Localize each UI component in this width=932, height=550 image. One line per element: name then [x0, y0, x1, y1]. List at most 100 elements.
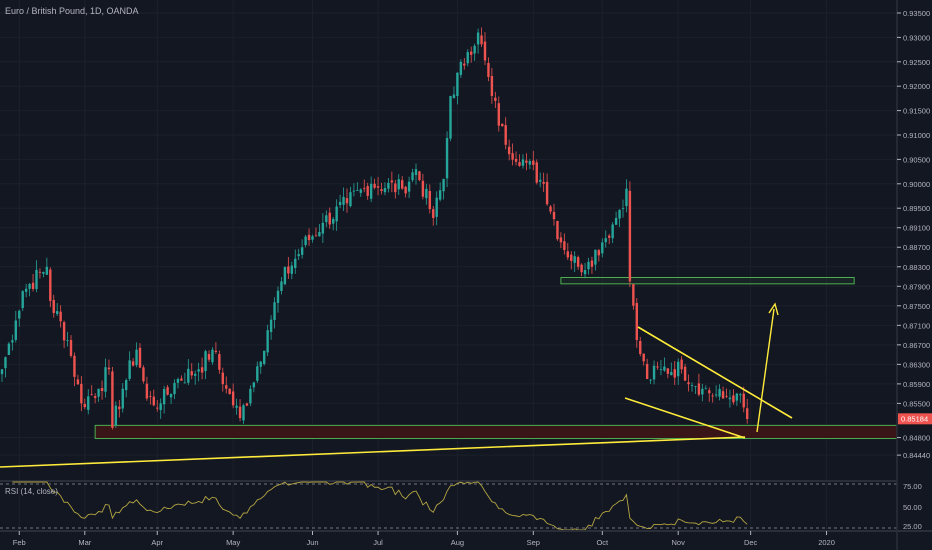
price-axis[interactable]: 0.93500 0.93000 0.92500 0.92000 0.91500 0.910… — [897, 9, 930, 460]
candle — [197, 362, 200, 382]
candle — [200, 357, 204, 380]
candle — [259, 360, 262, 374]
candle — [666, 367, 670, 379]
rsi-line — [12, 481, 748, 531]
candle-body — [18, 310, 21, 319]
time-tick-label: Apr — [151, 538, 163, 547]
candle-body — [497, 103, 500, 126]
candle — [645, 358, 649, 380]
candle — [442, 178, 445, 200]
candle-body — [463, 63, 466, 66]
candle-body — [563, 241, 566, 251]
candle — [118, 400, 121, 418]
candle-body — [121, 388, 124, 409]
candle — [742, 386, 745, 413]
time-tick-label: Mar — [78, 538, 91, 547]
candle — [545, 173, 549, 206]
candle-body — [487, 62, 490, 77]
candle — [677, 358, 680, 385]
candle — [487, 57, 490, 82]
candle-body — [690, 385, 694, 386]
wedge-lower-line[interactable] — [624, 397, 746, 439]
candle-body — [294, 258, 297, 268]
candle — [145, 376, 149, 401]
candle-body — [273, 302, 276, 320]
candle — [608, 233, 611, 245]
price-tick-label: 0.91500 — [903, 107, 930, 116]
candle-body — [138, 347, 142, 368]
candle-body — [131, 361, 135, 366]
candle-body — [677, 361, 680, 377]
candle-body — [69, 340, 73, 356]
candle — [11, 334, 14, 351]
candle — [162, 386, 166, 414]
candle — [59, 305, 62, 328]
candle — [166, 384, 169, 396]
candle-body — [445, 138, 449, 179]
time-tick-label: Jul — [373, 538, 383, 547]
candle-body — [618, 209, 621, 219]
candle-body — [608, 235, 611, 238]
price-tick-label: 0.91000 — [903, 131, 930, 140]
candle-body — [456, 72, 459, 96]
candle — [387, 177, 390, 193]
candle-body — [363, 188, 366, 190]
candle-body — [249, 388, 252, 404]
candle — [152, 389, 155, 407]
candle — [490, 67, 494, 104]
wedge-upper-line[interactable] — [637, 326, 793, 419]
candle-body — [694, 386, 697, 387]
candle — [187, 359, 190, 386]
candle-body — [345, 198, 349, 204]
candle-body — [31, 282, 35, 289]
candle-body — [56, 311, 59, 315]
candle-body — [673, 369, 676, 378]
candle-body — [504, 125, 507, 145]
drawings — [0, 302, 793, 468]
price-tick-label: 0.84440 — [903, 451, 930, 460]
zones — [94, 276, 898, 440]
candle-body — [11, 340, 14, 343]
candle-body — [256, 366, 259, 381]
candle-body — [566, 251, 569, 258]
candle — [507, 139, 511, 161]
candle-body — [442, 178, 445, 192]
candle — [62, 320, 66, 349]
candle-body — [387, 182, 390, 189]
candle-body — [576, 257, 580, 267]
candle-body — [380, 189, 383, 191]
candle — [328, 207, 331, 229]
candle-body — [525, 160, 528, 163]
price-tick-label: 0.89500 — [903, 204, 930, 213]
long-trendline[interactable] — [0, 436, 746, 468]
last-price-marker: 0.85184 — [898, 413, 932, 425]
price-tick-label: 0.93500 — [903, 9, 930, 18]
candle — [397, 174, 400, 195]
candle-body — [100, 388, 104, 392]
candle — [52, 294, 55, 318]
candle-body — [708, 390, 711, 394]
candle-body — [38, 271, 42, 273]
candle — [470, 46, 473, 63]
candle — [621, 199, 625, 218]
candle — [249, 385, 252, 407]
candle — [639, 336, 642, 357]
candle — [307, 228, 311, 246]
candle — [69, 335, 73, 358]
candle — [142, 365, 145, 384]
candle-body — [452, 94, 456, 99]
candle-body — [652, 365, 656, 380]
candle-body — [535, 162, 538, 183]
candle — [625, 179, 628, 213]
candle-body — [173, 382, 176, 395]
candle-body — [42, 271, 45, 274]
projection-arrow[interactable] — [756, 308, 775, 433]
candle-body — [45, 266, 49, 275]
candle-body — [242, 405, 245, 421]
candle — [283, 266, 287, 286]
candle — [480, 27, 483, 48]
time-axis[interactable]: Feb Mar Apr May Jun Jul Aug Sep Oct Nov Dec 2020 — [13, 531, 835, 547]
candle — [290, 261, 293, 280]
candle-body — [90, 394, 93, 396]
